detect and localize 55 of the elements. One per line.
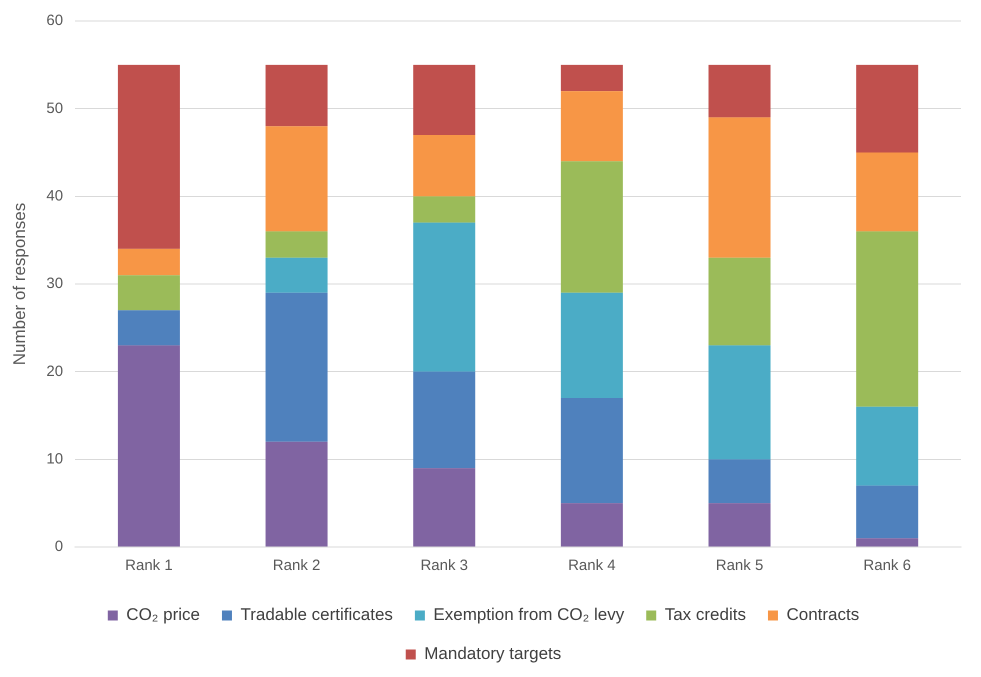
x-tick-label: Rank 2 <box>272 557 320 574</box>
bar <box>413 134 476 196</box>
bar <box>560 503 623 546</box>
bar <box>118 248 180 276</box>
legend-label: Contracts <box>786 605 860 624</box>
y-tick-label: 60 <box>46 12 64 30</box>
x-tick-label: Rank 3 <box>420 557 468 574</box>
x-tick-label: Rank 6 <box>863 557 911 574</box>
bar <box>708 117 771 258</box>
bar <box>560 398 623 504</box>
bar <box>708 503 771 546</box>
bar <box>118 275 180 310</box>
bar <box>856 486 918 538</box>
bar <box>708 258 771 346</box>
bar <box>560 292 623 398</box>
bar <box>708 64 771 118</box>
y-axis-title: Number of responses <box>10 202 29 366</box>
bar <box>856 406 918 486</box>
bar <box>266 64 328 126</box>
bar <box>266 292 328 442</box>
bar <box>708 345 771 460</box>
bar <box>413 222 476 372</box>
bar <box>856 152 918 232</box>
bar <box>413 468 476 546</box>
x-tick-label: Rank 4 <box>568 557 616 574</box>
bar <box>266 442 328 546</box>
bar <box>413 372 476 468</box>
x-tick-label: Rank 5 <box>716 557 764 574</box>
bar <box>856 64 918 152</box>
bar <box>856 538 918 546</box>
bar <box>560 64 623 92</box>
y-tick-label: 40 <box>46 187 64 204</box>
bar <box>413 196 476 223</box>
y-tick-label: 10 <box>46 450 64 468</box>
legend-label: Exemption from CO₂ levy <box>433 605 625 624</box>
legend-label: Tradable certificates <box>240 605 393 624</box>
bar <box>708 459 771 504</box>
legend-label: CO₂ price <box>126 605 200 624</box>
y-tick-label: 0 <box>54 538 64 556</box>
bar <box>560 161 623 293</box>
y-tick-label: 30 <box>46 275 64 292</box>
bar <box>118 310 180 346</box>
x-tick-label: Rank 1 <box>125 557 173 574</box>
bar <box>118 345 180 546</box>
bar <box>856 231 918 407</box>
bar <box>560 91 623 162</box>
bar <box>266 258 328 293</box>
y-tick-label: 50 <box>46 100 64 117</box>
y-tick-label: 20 <box>46 362 64 380</box>
bar <box>118 64 180 249</box>
legend-label: Mandatory targets <box>424 644 562 664</box>
bar <box>413 64 476 135</box>
bar <box>266 231 328 258</box>
bar <box>266 126 328 232</box>
legend-label: Tax credits <box>664 605 746 624</box>
